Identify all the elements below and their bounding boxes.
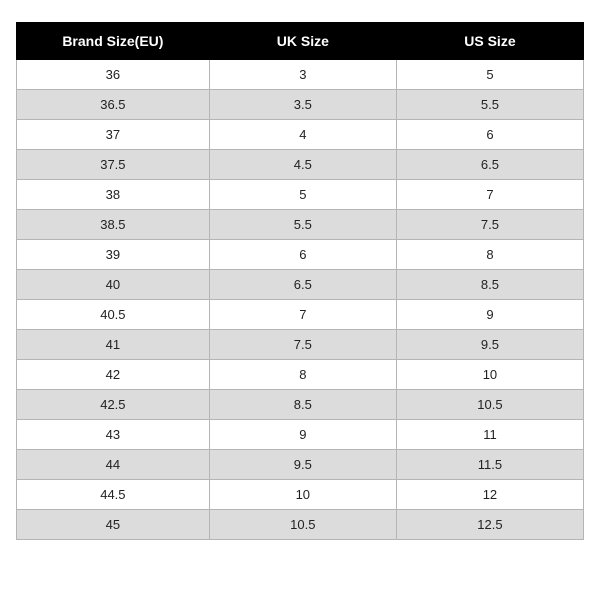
table-header-row: Brand Size(EU) UK Size US Size: [17, 23, 584, 60]
table-row: 38.55.57.5: [17, 210, 584, 240]
table-cell: 10.5: [396, 390, 583, 420]
table-cell: 6: [209, 240, 396, 270]
col-header-uk: UK Size: [209, 23, 396, 60]
table-cell: 12: [396, 480, 583, 510]
table-cell: 39: [17, 240, 210, 270]
table-row: 42810: [17, 360, 584, 390]
table-row: 37.54.56.5: [17, 150, 584, 180]
table-cell: 40.5: [17, 300, 210, 330]
table-cell: 8: [209, 360, 396, 390]
table-cell: 8.5: [209, 390, 396, 420]
table-row: 3968: [17, 240, 584, 270]
table-cell: 4.5: [209, 150, 396, 180]
size-chart-table: Brand Size(EU) UK Size US Size 363536.53…: [16, 22, 584, 540]
table-cell: 5: [396, 60, 583, 90]
table-cell: 11: [396, 420, 583, 450]
table-cell: 5.5: [396, 90, 583, 120]
table-row: 42.58.510.5: [17, 390, 584, 420]
table-cell: 9: [396, 300, 583, 330]
table-body: 363536.53.55.5374637.54.56.5385738.55.57…: [17, 60, 584, 540]
table-row: 3635: [17, 60, 584, 90]
table-cell: 6.5: [209, 270, 396, 300]
table-cell: 38.5: [17, 210, 210, 240]
table-cell: 11.5: [396, 450, 583, 480]
table-cell: 45: [17, 510, 210, 540]
table-cell: 8: [396, 240, 583, 270]
table-cell: 42.5: [17, 390, 210, 420]
table-cell: 7.5: [209, 330, 396, 360]
table-cell: 5.5: [209, 210, 396, 240]
table-cell: 44: [17, 450, 210, 480]
table-row: 449.511.5: [17, 450, 584, 480]
table-cell: 37: [17, 120, 210, 150]
table-row: 417.59.5: [17, 330, 584, 360]
col-header-us: US Size: [396, 23, 583, 60]
table-cell: 8.5: [396, 270, 583, 300]
table-cell: 9.5: [209, 450, 396, 480]
table-row: 406.58.5: [17, 270, 584, 300]
table-cell: 3: [209, 60, 396, 90]
table-cell: 42: [17, 360, 210, 390]
table-cell: 43: [17, 420, 210, 450]
table-cell: 5: [209, 180, 396, 210]
table-cell: 10: [209, 480, 396, 510]
table-cell: 41: [17, 330, 210, 360]
table-cell: 9: [209, 420, 396, 450]
table-cell: 9.5: [396, 330, 583, 360]
table-cell: 7.5: [396, 210, 583, 240]
table-row: 3857: [17, 180, 584, 210]
col-header-eu: Brand Size(EU): [17, 23, 210, 60]
table-cell: 37.5: [17, 150, 210, 180]
table-cell: 12.5: [396, 510, 583, 540]
table-cell: 7: [396, 180, 583, 210]
table-row: 36.53.55.5: [17, 90, 584, 120]
table-row: 40.579: [17, 300, 584, 330]
table-cell: 3.5: [209, 90, 396, 120]
table-cell: 10.5: [209, 510, 396, 540]
table-cell: 44.5: [17, 480, 210, 510]
table-cell: 38: [17, 180, 210, 210]
table-cell: 36.5: [17, 90, 210, 120]
table-cell: 7: [209, 300, 396, 330]
table-cell: 4: [209, 120, 396, 150]
table-row: 44.51012: [17, 480, 584, 510]
table-cell: 40: [17, 270, 210, 300]
table-row: 43911: [17, 420, 584, 450]
table-row: 3746: [17, 120, 584, 150]
table-cell: 10: [396, 360, 583, 390]
table-cell: 6.5: [396, 150, 583, 180]
table-row: 4510.512.5: [17, 510, 584, 540]
table-cell: 6: [396, 120, 583, 150]
table-cell: 36: [17, 60, 210, 90]
